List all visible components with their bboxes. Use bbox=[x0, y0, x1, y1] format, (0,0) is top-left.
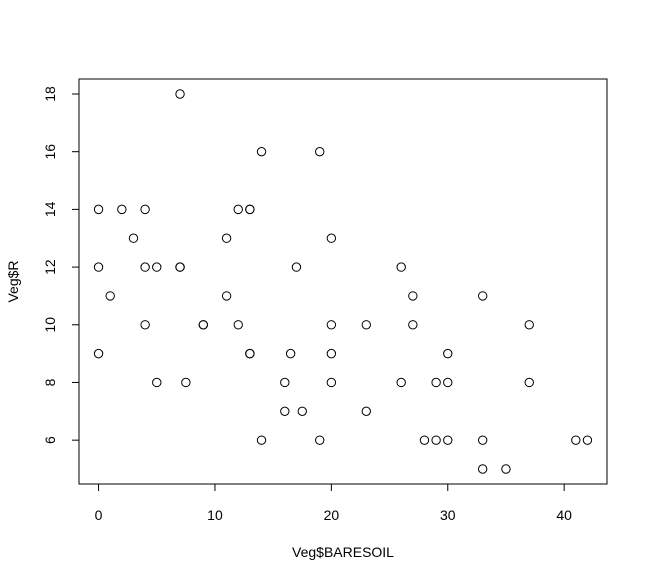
x-tick-label: 40 bbox=[556, 507, 572, 523]
data-point bbox=[93, 204, 104, 215]
data-point bbox=[233, 204, 243, 215]
data-point bbox=[431, 435, 441, 445]
data-point bbox=[140, 204, 150, 215]
data-point bbox=[93, 348, 104, 359]
data-point bbox=[582, 435, 593, 445]
data-point bbox=[93, 262, 104, 272]
y-tick-label: 16 bbox=[42, 144, 58, 160]
y-axis-label: Veg$R bbox=[5, 260, 21, 302]
data-point bbox=[501, 464, 511, 474]
data-point bbox=[396, 262, 406, 272]
data-point bbox=[326, 233, 337, 243]
data-point bbox=[291, 262, 302, 272]
data-point bbox=[477, 435, 488, 445]
x-axis: 0 10 20 30 40 bbox=[95, 483, 572, 523]
data-point bbox=[315, 146, 325, 157]
y-tick-label: 8 bbox=[42, 378, 58, 386]
data-point bbox=[431, 377, 441, 388]
data-point bbox=[128, 233, 139, 243]
data-point bbox=[245, 348, 255, 359]
data-point bbox=[175, 89, 185, 99]
data-point bbox=[140, 262, 150, 272]
data-point bbox=[396, 377, 406, 388]
data-point bbox=[443, 435, 453, 445]
data-point bbox=[221, 291, 232, 301]
data-point bbox=[256, 435, 267, 445]
data-point bbox=[326, 320, 337, 330]
plot-frame bbox=[78, 78, 608, 485]
y-tick-label: 6 bbox=[42, 436, 58, 444]
y-tick-label: 14 bbox=[42, 201, 58, 217]
data-point bbox=[175, 262, 185, 272]
data-point bbox=[256, 146, 267, 157]
data-point bbox=[419, 435, 430, 445]
data-point bbox=[280, 406, 290, 417]
data-point bbox=[408, 320, 418, 330]
x-tick-label: 30 bbox=[440, 507, 456, 523]
data-point bbox=[443, 348, 453, 359]
data-point bbox=[198, 320, 209, 330]
data-point bbox=[181, 377, 191, 388]
data-point bbox=[326, 377, 337, 388]
data-point bbox=[477, 291, 488, 301]
data-point bbox=[524, 377, 534, 388]
data-point bbox=[361, 320, 371, 330]
data-point bbox=[524, 320, 534, 330]
data-point bbox=[245, 204, 255, 215]
y-tick-label: 18 bbox=[42, 86, 58, 102]
data-point bbox=[280, 377, 290, 388]
data-point bbox=[477, 464, 488, 474]
y-tick-label: 10 bbox=[42, 317, 58, 333]
data-point bbox=[105, 291, 115, 301]
y-axis: 6 8 10 12 14 16 18 bbox=[42, 86, 80, 444]
x-tick-label: 0 bbox=[95, 507, 103, 523]
data-point bbox=[233, 320, 243, 330]
x-axis-label: Veg$BARESOIL bbox=[292, 544, 394, 560]
data-point bbox=[140, 320, 150, 330]
data-point bbox=[315, 435, 325, 445]
data-point bbox=[152, 377, 162, 388]
data-point bbox=[117, 204, 127, 215]
data-point bbox=[443, 377, 453, 388]
data-point bbox=[571, 435, 581, 445]
data-point bbox=[326, 348, 337, 359]
data-point bbox=[285, 348, 296, 359]
x-tick-label: 10 bbox=[207, 507, 223, 523]
data-point bbox=[361, 406, 371, 417]
data-point bbox=[152, 262, 162, 272]
data-point bbox=[297, 406, 307, 417]
data-point bbox=[221, 233, 232, 243]
x-tick-label: 20 bbox=[324, 507, 340, 523]
y-tick-label: 12 bbox=[42, 259, 58, 275]
data-points bbox=[93, 89, 593, 474]
data-point bbox=[408, 291, 418, 301]
